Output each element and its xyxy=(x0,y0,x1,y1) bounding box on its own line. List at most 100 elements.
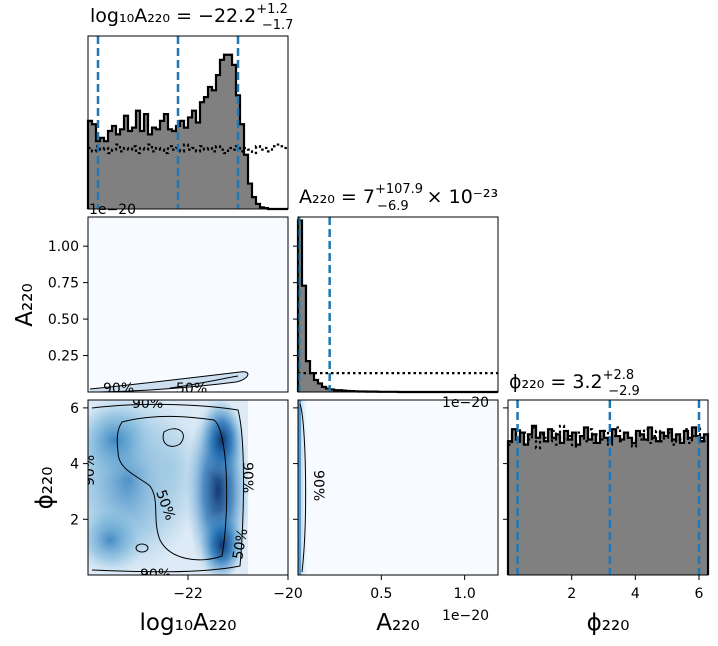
offset-x-A: 1e−20 xyxy=(442,608,489,624)
contour-label-90-e: 90% xyxy=(310,470,326,501)
hist-phi-prior xyxy=(508,424,708,450)
hist-phi-bar xyxy=(652,437,657,575)
hist-logA-bar xyxy=(160,120,165,209)
hist-phi-bar xyxy=(688,437,693,575)
hist-phi-bar xyxy=(520,432,525,575)
hist-logA-bar xyxy=(128,131,133,209)
hist-phi-bar xyxy=(604,437,609,575)
hist-phi-bar xyxy=(516,439,521,575)
hist-logA-bar xyxy=(232,64,237,210)
hist-logA-bar xyxy=(144,114,149,209)
hist-logA-prior xyxy=(88,143,288,155)
hist-A-bar xyxy=(330,389,335,392)
hist-phi-bar xyxy=(556,434,561,575)
hist-logA-bar xyxy=(188,117,193,209)
density-logA-A: 90% 50% xyxy=(88,217,288,397)
ytick-label-A: 1.00 xyxy=(48,239,79,255)
hist-logA-bar xyxy=(200,102,205,209)
ytick-label-phi: 2 xyxy=(70,512,79,528)
hist-logA-bar xyxy=(212,90,217,209)
hist-A-bar xyxy=(310,373,315,392)
xtick-label-A: 0.5 xyxy=(370,586,392,602)
hist-logA-bar xyxy=(224,54,229,210)
hist-phi-bar xyxy=(624,432,629,575)
hist-phi-bar xyxy=(544,441,549,575)
xtick-label-phi: 6 xyxy=(695,586,704,602)
hist-phi-bar xyxy=(676,434,681,575)
hist-phi-bar xyxy=(568,439,573,575)
xtick-label-A: 1.0 xyxy=(454,586,476,602)
hist-logA-bar xyxy=(152,127,157,209)
hist-logA-bar xyxy=(176,125,181,209)
hist-logA-bar xyxy=(184,127,189,209)
hist-phi-bar xyxy=(636,430,641,575)
hist-phi-bar xyxy=(596,442,601,575)
hist-phi-bar xyxy=(660,432,665,575)
hist-phi-bar xyxy=(560,442,565,575)
contour-label-90-d: 90% xyxy=(140,567,171,583)
contour-label-90-b: 90% xyxy=(82,455,98,486)
hist-phi-bar xyxy=(664,436,669,575)
hist-phi-bar xyxy=(576,444,581,575)
hist-logA-bar xyxy=(164,114,169,209)
hist-logA-bar xyxy=(172,131,177,209)
hist-phi-bar xyxy=(680,442,685,575)
hist-logA-bar xyxy=(220,59,225,210)
hist-logA-bar xyxy=(256,203,261,209)
hist-logA-bar xyxy=(192,110,197,209)
hist-phi-bar xyxy=(628,437,633,575)
hist-phi-bar xyxy=(592,434,597,575)
contour-label-90-a: 90% xyxy=(132,396,163,412)
title-logA: log₁₀A₂₂₀ = −22.2+1.2 −1.7 xyxy=(90,2,293,33)
hist-logA-bar xyxy=(180,120,185,209)
hist-phi-bar xyxy=(552,437,557,575)
hist-phi-bar xyxy=(700,441,705,575)
hist-phi-bar xyxy=(572,432,577,575)
hist-phi-bar xyxy=(548,429,553,575)
hist-logA-bar xyxy=(148,134,153,209)
panel-frame-0-0 xyxy=(87,35,289,210)
hist-phi-bar xyxy=(684,430,689,575)
hist-logA-bar xyxy=(88,120,93,209)
hist-phi-bar xyxy=(536,437,541,575)
hist-logA-bar xyxy=(196,122,201,209)
hist-logA-bar xyxy=(208,86,213,209)
hist-A-bar xyxy=(314,379,319,392)
ytick-label-phi: 4 xyxy=(70,457,79,473)
hist-phi-bar xyxy=(668,429,673,575)
hist-logA-bar xyxy=(92,124,97,209)
hist-logA-bar xyxy=(240,124,245,209)
hist-A-outline xyxy=(296,219,498,394)
hist-phi-bar xyxy=(528,434,533,575)
hist-logA-bar xyxy=(112,125,117,209)
contour-label-50-top: 50% xyxy=(176,381,207,397)
hist-logA-bar xyxy=(236,95,241,209)
xlabel-A: A₂₂₀ xyxy=(376,610,419,636)
offset-x-A-hidden: 1e−20 xyxy=(442,395,489,411)
hist-logA-bar xyxy=(204,97,209,209)
hist-A-bar xyxy=(318,383,323,392)
xtick-label-phi: 2 xyxy=(567,586,576,602)
hist-phi-bar xyxy=(584,427,589,575)
ylabel-phi: ϕ₂₂₀ xyxy=(32,467,58,510)
ylabel-A: A₂₂₀ xyxy=(12,283,38,326)
hist-phi-bar xyxy=(644,439,649,575)
ytick-label-A: 0.50 xyxy=(48,312,79,328)
ytick-label-A: 0.25 xyxy=(48,349,79,365)
density-A-phi: 90% xyxy=(298,400,498,575)
hist-phi-bar xyxy=(632,442,637,575)
hist-phi-bar xyxy=(648,427,653,575)
panel-frame-1-0 xyxy=(87,216,289,393)
panel-frame-2-1 xyxy=(297,399,499,576)
hist-logA-bar xyxy=(252,197,257,209)
hist-logA-bar xyxy=(216,75,221,209)
xlabel-phi: ϕ₂₂₀ xyxy=(587,610,630,636)
hist-phi-bar xyxy=(616,436,621,575)
contour-label-90-c: 90% xyxy=(239,462,255,493)
hist-phi-bar xyxy=(692,427,697,575)
hist-logA-bar xyxy=(140,131,145,209)
xlabel-logA: log₁₀A₂₂₀ xyxy=(140,610,237,636)
title-phi: ϕ₂₂₀ = 3.2+2.8 −2.9 xyxy=(509,368,640,399)
title-A: A₂₂₀ = 7+107.9 −6.9 × 10⁻²³ xyxy=(299,182,498,214)
hist-logA-bar xyxy=(120,129,125,209)
